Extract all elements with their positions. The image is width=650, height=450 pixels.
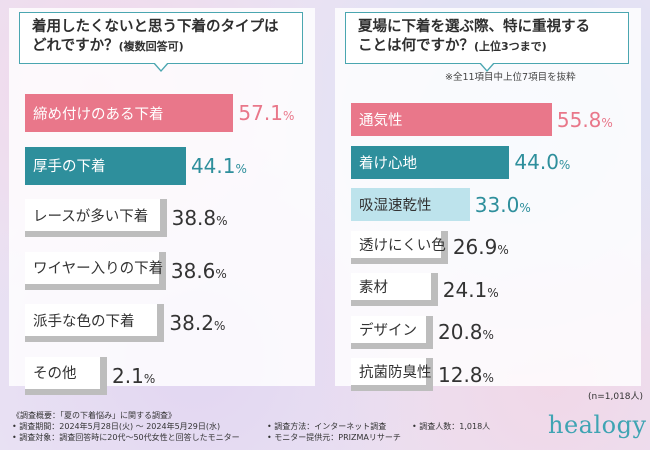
bar-value-label: 38.6% [170,258,227,283]
footer-provider: • モニター提供元：PRIZMAリサーチ [267,433,401,442]
right-title-line1: 夏場に下着を選ぶ際、特に重視する [358,19,590,35]
bar-label: 通気性 [359,113,403,129]
left-title-sub: (複数回答可) [118,40,184,53]
bar-label: 派手な色の下着 [33,313,135,330]
left-title-line1: 着用したくないと思う下着のタイプは [32,19,279,35]
bar-value-label: 44.0% [514,150,571,174]
bar-0-3: ワイヤー入りの下着 [25,251,166,290]
right-question-box: 夏場に下着を選ぶ際、特に重視する ことは何ですか？(上位3つまで) [345,12,629,72]
left-question-box: 着用したくないと思う下着のタイプは どれですか？(複数回答可) [19,12,303,72]
bar-value-label: 33.0% [474,192,531,217]
bar-value-label: 44.1% [190,153,247,178]
right-title-sub: (上位3つまで) [474,40,547,53]
bar-value-label: 26.9% [452,235,509,259]
bar-0-2: レースが多い下着 [25,199,167,237]
bar-label: 抗菌防臭性 [359,365,432,381]
healogy-logo: healogy [548,411,647,439]
footer-overview: 《調査概要：「夏の下着悩み」に関する調査》 [12,411,176,420]
bar-label: デザイン [359,322,417,339]
bar-1-6: 抗菌防臭性 [351,358,433,391]
survey-footer: 《調査概要：「夏の下着悩み」に関する調査》 • 調査期間：2024年5月28日(… [12,410,552,443]
bar-value-label: 55.8% [556,107,613,132]
right-title-line2: ことは何ですか？ [358,38,474,54]
bar-value-label: 2.1% [112,363,156,388]
right-title-pointer [479,62,495,72]
bar-label: 締め付けのある下着 [33,106,164,123]
right-chart-panel: 夏場に下着を選ぶ際、特に重視する ことは何ですか？(上位3つまで) ※全11項目… [335,8,641,391]
bar-label: ワイヤー入りの下着 [33,261,164,277]
footer-period: • 調査期間：2024年5月28日(火) 〜 2024年5月29日(水) [12,422,221,431]
bar-1-4: 素材 [351,273,438,306]
bar-1-1: 着け心地 [351,145,510,179]
bar-value-label: 20.8% [438,320,494,344]
left-title-pointer [153,62,169,72]
bar-0-4: 派手な色の下着 [25,304,165,342]
bar-label: その他 [33,366,77,382]
bar-value-label: 57.1% [238,101,295,125]
footer-target: • 調査対象：調査回答時に20代〜50代女性と回答したモニター [12,433,240,442]
left-chart-panel: 着用したくないと思う下着のタイプは どれですか？(複数回答可) 締め付けのある下… [9,8,315,395]
bar-1-3: 透けにくい色 [351,230,448,264]
bar-label: レースが多い下着 [33,208,149,225]
bar-label: 着け心地 [359,155,417,172]
bar-0-1: 厚手の下着 [25,146,186,185]
bar-label: 厚手の下着 [33,159,106,175]
bar-1-5: デザイン [351,315,433,349]
footer-count: • 調査人数：1,018人 [412,422,491,431]
bar-1-0: 通気性 [351,103,552,136]
bar-label: 吸湿速乾性 [359,198,432,214]
right-note: ※全11項目中上位7項目を抜粋 [445,72,576,83]
bar-label: 透けにくい色 [359,237,446,254]
sample-size-label: (n=1,018人) [588,392,644,402]
bar-0-5: その他 [25,356,107,395]
left-title-line2: どれですか？ [32,38,119,54]
footer-method: • 調査方法：インターネット調査 [267,422,387,431]
bar-value-label: 38.2% [169,311,226,335]
bar-value-label: 12.8% [438,362,494,387]
bar-label: 素材 [359,280,388,296]
bar-value-label: 24.1% [442,277,499,302]
bar-0-0: 締め付けのある下着 [25,94,234,132]
bar-1-2: 吸湿速乾性 [351,188,470,221]
bar-value-label: 38.8% [171,206,228,230]
